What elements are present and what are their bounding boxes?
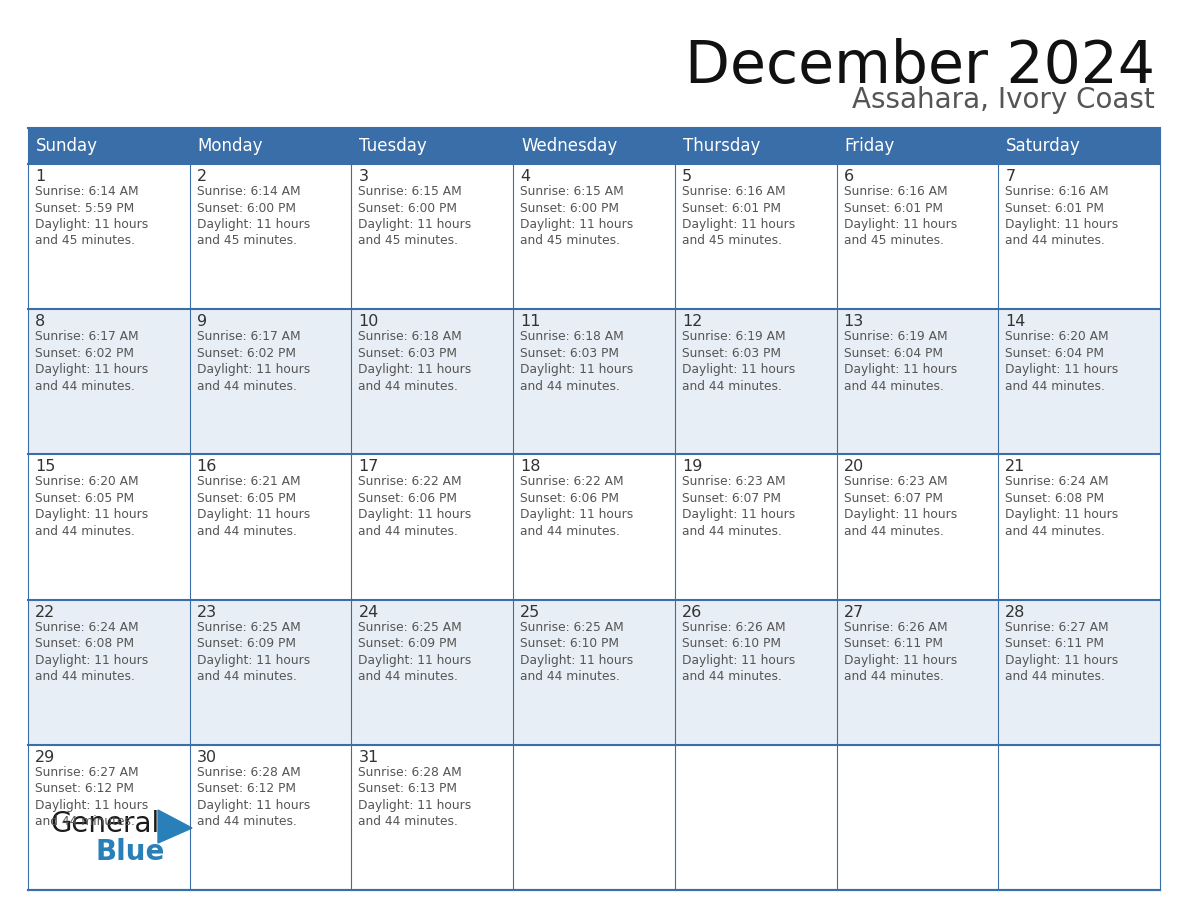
Text: Sunrise: 6:19 AM
Sunset: 6:03 PM
Daylight: 11 hours
and 44 minutes.: Sunrise: 6:19 AM Sunset: 6:03 PM Dayligh… [682, 330, 795, 393]
Text: Sunrise: 6:24 AM
Sunset: 6:08 PM
Daylight: 11 hours
and 44 minutes.: Sunrise: 6:24 AM Sunset: 6:08 PM Dayligh… [1005, 476, 1119, 538]
Text: 1: 1 [34, 169, 45, 184]
Text: Sunrise: 6:28 AM
Sunset: 6:12 PM
Daylight: 11 hours
and 44 minutes.: Sunrise: 6:28 AM Sunset: 6:12 PM Dayligh… [197, 766, 310, 828]
Text: Sunrise: 6:26 AM
Sunset: 6:10 PM
Daylight: 11 hours
and 44 minutes.: Sunrise: 6:26 AM Sunset: 6:10 PM Dayligh… [682, 621, 795, 683]
Text: 14: 14 [1005, 314, 1025, 330]
Text: Sunrise: 6:16 AM
Sunset: 6:01 PM
Daylight: 11 hours
and 45 minutes.: Sunrise: 6:16 AM Sunset: 6:01 PM Dayligh… [843, 185, 956, 248]
Bar [29, 599, 1159, 744]
Text: Monday: Monday [197, 137, 264, 155]
Text: Sunday: Sunday [36, 137, 97, 155]
Text: Sunrise: 6:24 AM
Sunset: 6:08 PM
Daylight: 11 hours
and 44 minutes.: Sunrise: 6:24 AM Sunset: 6:08 PM Dayligh… [34, 621, 148, 683]
Text: Saturday: Saturday [1006, 137, 1081, 155]
Text: Blue: Blue [96, 838, 165, 866]
Text: Sunrise: 6:19 AM
Sunset: 6:04 PM
Daylight: 11 hours
and 44 minutes.: Sunrise: 6:19 AM Sunset: 6:04 PM Dayligh… [843, 330, 956, 393]
Text: 21: 21 [1005, 459, 1025, 475]
Text: Sunrise: 6:22 AM
Sunset: 6:06 PM
Daylight: 11 hours
and 44 minutes.: Sunrise: 6:22 AM Sunset: 6:06 PM Dayligh… [359, 476, 472, 538]
Text: 22: 22 [34, 605, 56, 620]
Text: Sunrise: 6:18 AM
Sunset: 6:03 PM
Daylight: 11 hours
and 44 minutes.: Sunrise: 6:18 AM Sunset: 6:03 PM Dayligh… [520, 330, 633, 393]
Text: 4: 4 [520, 169, 530, 184]
Text: 28: 28 [1005, 605, 1025, 620]
Text: 29: 29 [34, 750, 56, 765]
Text: Sunrise: 6:28 AM
Sunset: 6:13 PM
Daylight: 11 hours
and 44 minutes.: Sunrise: 6:28 AM Sunset: 6:13 PM Dayligh… [359, 766, 472, 828]
Text: 7: 7 [1005, 169, 1016, 184]
Text: Friday: Friday [845, 137, 895, 155]
Text: Sunrise: 6:23 AM
Sunset: 6:07 PM
Daylight: 11 hours
and 44 minutes.: Sunrise: 6:23 AM Sunset: 6:07 PM Dayligh… [682, 476, 795, 538]
Text: 2: 2 [197, 169, 207, 184]
Text: 26: 26 [682, 605, 702, 620]
Text: Sunrise: 6:27 AM
Sunset: 6:12 PM
Daylight: 11 hours
and 44 minutes.: Sunrise: 6:27 AM Sunset: 6:12 PM Dayligh… [34, 766, 148, 828]
Text: Sunrise: 6:14 AM
Sunset: 5:59 PM
Daylight: 11 hours
and 45 minutes.: Sunrise: 6:14 AM Sunset: 5:59 PM Dayligh… [34, 185, 148, 248]
Bar [29, 309, 1159, 454]
Text: 17: 17 [359, 459, 379, 475]
Bar [836, 128, 998, 164]
Text: Wednesday: Wednesday [522, 137, 618, 155]
Text: 19: 19 [682, 459, 702, 475]
Bar [29, 744, 1159, 890]
Text: 31: 31 [359, 750, 379, 765]
Text: 11: 11 [520, 314, 541, 330]
Text: 16: 16 [197, 459, 217, 475]
Text: Sunrise: 6:17 AM
Sunset: 6:02 PM
Daylight: 11 hours
and 44 minutes.: Sunrise: 6:17 AM Sunset: 6:02 PM Dayligh… [197, 330, 310, 393]
Text: 18: 18 [520, 459, 541, 475]
Text: 23: 23 [197, 605, 217, 620]
Bar [29, 128, 190, 164]
Text: Sunrise: 6:20 AM
Sunset: 6:05 PM
Daylight: 11 hours
and 44 minutes.: Sunrise: 6:20 AM Sunset: 6:05 PM Dayligh… [34, 476, 148, 538]
Text: General: General [50, 810, 159, 838]
Text: Sunrise: 6:16 AM
Sunset: 6:01 PM
Daylight: 11 hours
and 44 minutes.: Sunrise: 6:16 AM Sunset: 6:01 PM Dayligh… [1005, 185, 1119, 248]
Text: Sunrise: 6:25 AM
Sunset: 6:10 PM
Daylight: 11 hours
and 44 minutes.: Sunrise: 6:25 AM Sunset: 6:10 PM Dayligh… [520, 621, 633, 683]
Text: 13: 13 [843, 314, 864, 330]
Text: Sunrise: 6:15 AM
Sunset: 6:00 PM
Daylight: 11 hours
and 45 minutes.: Sunrise: 6:15 AM Sunset: 6:00 PM Dayligh… [359, 185, 472, 248]
Text: 8: 8 [34, 314, 45, 330]
Text: December 2024: December 2024 [685, 38, 1155, 95]
Bar [29, 454, 1159, 599]
Text: Sunrise: 6:14 AM
Sunset: 6:00 PM
Daylight: 11 hours
and 45 minutes.: Sunrise: 6:14 AM Sunset: 6:00 PM Dayligh… [197, 185, 310, 248]
Bar [513, 128, 675, 164]
Text: Sunrise: 6:18 AM
Sunset: 6:03 PM
Daylight: 11 hours
and 44 minutes.: Sunrise: 6:18 AM Sunset: 6:03 PM Dayligh… [359, 330, 472, 393]
Text: Tuesday: Tuesday [360, 137, 428, 155]
Text: Sunrise: 6:17 AM
Sunset: 6:02 PM
Daylight: 11 hours
and 44 minutes.: Sunrise: 6:17 AM Sunset: 6:02 PM Dayligh… [34, 330, 148, 393]
Text: Sunrise: 6:20 AM
Sunset: 6:04 PM
Daylight: 11 hours
and 44 minutes.: Sunrise: 6:20 AM Sunset: 6:04 PM Dayligh… [1005, 330, 1119, 393]
Polygon shape [158, 810, 192, 843]
Text: Sunrise: 6:22 AM
Sunset: 6:06 PM
Daylight: 11 hours
and 44 minutes.: Sunrise: 6:22 AM Sunset: 6:06 PM Dayligh… [520, 476, 633, 538]
Text: 10: 10 [359, 314, 379, 330]
Text: Thursday: Thursday [683, 137, 760, 155]
Text: Sunrise: 6:16 AM
Sunset: 6:01 PM
Daylight: 11 hours
and 45 minutes.: Sunrise: 6:16 AM Sunset: 6:01 PM Dayligh… [682, 185, 795, 248]
Text: Sunrise: 6:23 AM
Sunset: 6:07 PM
Daylight: 11 hours
and 44 minutes.: Sunrise: 6:23 AM Sunset: 6:07 PM Dayligh… [843, 476, 956, 538]
Bar [675, 128, 836, 164]
Bar [998, 128, 1159, 164]
Text: 25: 25 [520, 605, 541, 620]
Text: 9: 9 [197, 314, 207, 330]
Text: Assahara, Ivory Coast: Assahara, Ivory Coast [852, 86, 1155, 114]
Text: 12: 12 [682, 314, 702, 330]
Text: Sunrise: 6:15 AM
Sunset: 6:00 PM
Daylight: 11 hours
and 45 minutes.: Sunrise: 6:15 AM Sunset: 6:00 PM Dayligh… [520, 185, 633, 248]
Text: 3: 3 [359, 169, 368, 184]
Text: 20: 20 [843, 459, 864, 475]
Text: Sunrise: 6:25 AM
Sunset: 6:09 PM
Daylight: 11 hours
and 44 minutes.: Sunrise: 6:25 AM Sunset: 6:09 PM Dayligh… [359, 621, 472, 683]
Text: 27: 27 [843, 605, 864, 620]
Text: 5: 5 [682, 169, 691, 184]
Text: Sunrise: 6:27 AM
Sunset: 6:11 PM
Daylight: 11 hours
and 44 minutes.: Sunrise: 6:27 AM Sunset: 6:11 PM Dayligh… [1005, 621, 1119, 683]
Bar [352, 128, 513, 164]
Text: 6: 6 [843, 169, 854, 184]
Text: 30: 30 [197, 750, 217, 765]
Bar [29, 164, 1159, 309]
Text: Sunrise: 6:21 AM
Sunset: 6:05 PM
Daylight: 11 hours
and 44 minutes.: Sunrise: 6:21 AM Sunset: 6:05 PM Dayligh… [197, 476, 310, 538]
Text: Sunrise: 6:25 AM
Sunset: 6:09 PM
Daylight: 11 hours
and 44 minutes.: Sunrise: 6:25 AM Sunset: 6:09 PM Dayligh… [197, 621, 310, 683]
Text: Sunrise: 6:26 AM
Sunset: 6:11 PM
Daylight: 11 hours
and 44 minutes.: Sunrise: 6:26 AM Sunset: 6:11 PM Dayligh… [843, 621, 956, 683]
Text: 15: 15 [34, 459, 56, 475]
Text: 24: 24 [359, 605, 379, 620]
Bar [190, 128, 352, 164]
